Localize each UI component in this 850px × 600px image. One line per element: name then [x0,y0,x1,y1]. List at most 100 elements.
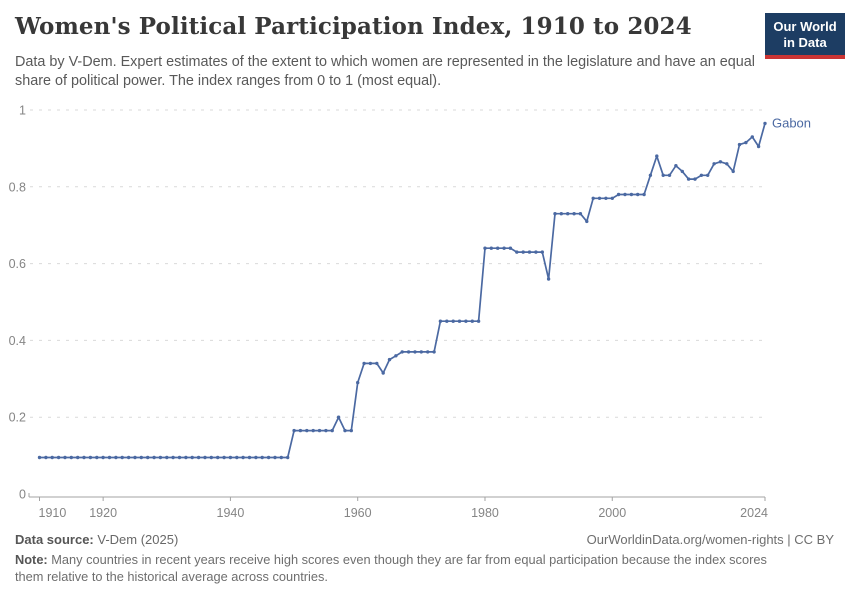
data-point[interactable] [273,455,277,460]
data-point[interactable] [400,350,404,354]
data-point[interactable] [610,196,614,200]
data-point[interactable] [82,455,86,460]
data-point[interactable] [317,428,322,433]
data-point[interactable] [37,455,42,460]
data-point[interactable] [107,455,112,460]
attribution-link[interactable]: OurWorldinData.org/women-rights | CC BY [586,532,834,547]
data-point[interactable] [426,350,430,354]
data-point[interactable] [394,354,398,358]
data-point[interactable] [699,173,704,177]
data-point[interactable] [623,192,627,197]
data-point[interactable] [496,246,500,250]
data-point[interactable] [566,212,570,216]
data-point[interactable] [489,246,493,250]
data-point[interactable] [527,250,532,254]
data-point[interactable] [706,173,710,177]
data-point[interactable] [508,246,513,250]
data-point[interactable] [648,173,653,177]
data-point[interactable] [120,455,124,460]
owid-logo[interactable]: Our World in Data [765,13,845,59]
data-point[interactable] [534,250,538,254]
data-point[interactable] [744,140,748,145]
data-point[interactable] [375,361,379,366]
data-point[interactable] [686,177,691,181]
data-point[interactable] [235,455,239,460]
data-point[interactable] [349,428,353,433]
data-point[interactable] [50,455,54,460]
data-point[interactable] [95,455,99,460]
data-point[interactable] [228,455,233,460]
data-point[interactable] [190,455,194,460]
data-point[interactable] [642,192,646,197]
data-point[interactable] [693,177,697,181]
data-point[interactable] [546,277,551,281]
data-point[interactable] [629,192,634,197]
data-point[interactable] [260,455,264,460]
data-point[interactable] [731,169,735,174]
data-point[interactable] [88,455,93,460]
data-point[interactable] [177,455,182,460]
data-point[interactable] [655,154,659,158]
data-point[interactable] [368,361,373,366]
data-point[interactable] [750,135,754,139]
data-point[interactable] [674,164,678,168]
data-point[interactable] [680,169,684,174]
data-point[interactable] [432,350,436,354]
data-point[interactable] [266,455,271,460]
data-point[interactable] [667,173,672,177]
data-point[interactable] [585,219,589,224]
data-point[interactable] [63,455,67,460]
data-point[interactable] [483,246,487,250]
data-point[interactable] [69,455,74,460]
data-point[interactable] [286,455,290,460]
data-point[interactable] [438,319,443,323]
data-point[interactable] [725,162,729,166]
data-point[interactable] [114,455,118,460]
data-point[interactable] [184,455,188,460]
data-point[interactable] [44,455,48,460]
data-point[interactable] [445,319,449,323]
data-point[interactable] [203,455,207,460]
data-point[interactable] [763,121,767,126]
data-point[interactable] [247,455,252,460]
data-point[interactable] [406,350,411,354]
data-point[interactable] [146,455,150,460]
data-point[interactable] [476,319,481,323]
data-point[interactable] [419,350,423,354]
gabon-line[interactable] [39,123,766,459]
data-point[interactable] [165,455,169,460]
data-point[interactable] [298,428,303,433]
data-point[interactable] [540,250,544,254]
data-point[interactable] [222,455,226,460]
data-point[interactable] [381,371,385,375]
data-point[interactable] [292,428,296,433]
data-point[interactable] [336,415,341,419]
data-point[interactable] [101,455,105,460]
data-point[interactable] [457,319,462,323]
data-point[interactable] [521,250,525,254]
data-point[interactable] [712,162,716,166]
data-point[interactable] [718,160,723,164]
data-point[interactable] [126,455,131,460]
data-point[interactable] [330,428,334,433]
data-point[interactable] [661,173,665,177]
data-point[interactable] [756,144,761,149]
data-point[interactable] [311,428,315,433]
data-point[interactable] [591,196,595,200]
data-point[interactable] [139,455,143,460]
data-point[interactable] [636,192,640,197]
data-point[interactable] [171,455,175,460]
data-point[interactable] [216,455,220,460]
data-point[interactable] [413,350,417,354]
data-point[interactable] [553,212,557,216]
data-point[interactable] [515,250,519,254]
data-point[interactable] [387,357,392,362]
data-point[interactable] [559,212,563,216]
data-point[interactable] [343,428,347,433]
data-point[interactable] [209,455,213,460]
data-point[interactable] [241,455,245,460]
data-point[interactable] [451,319,455,323]
data-point[interactable] [76,455,80,460]
data-point[interactable] [279,455,283,460]
data-point[interactable] [152,455,156,460]
